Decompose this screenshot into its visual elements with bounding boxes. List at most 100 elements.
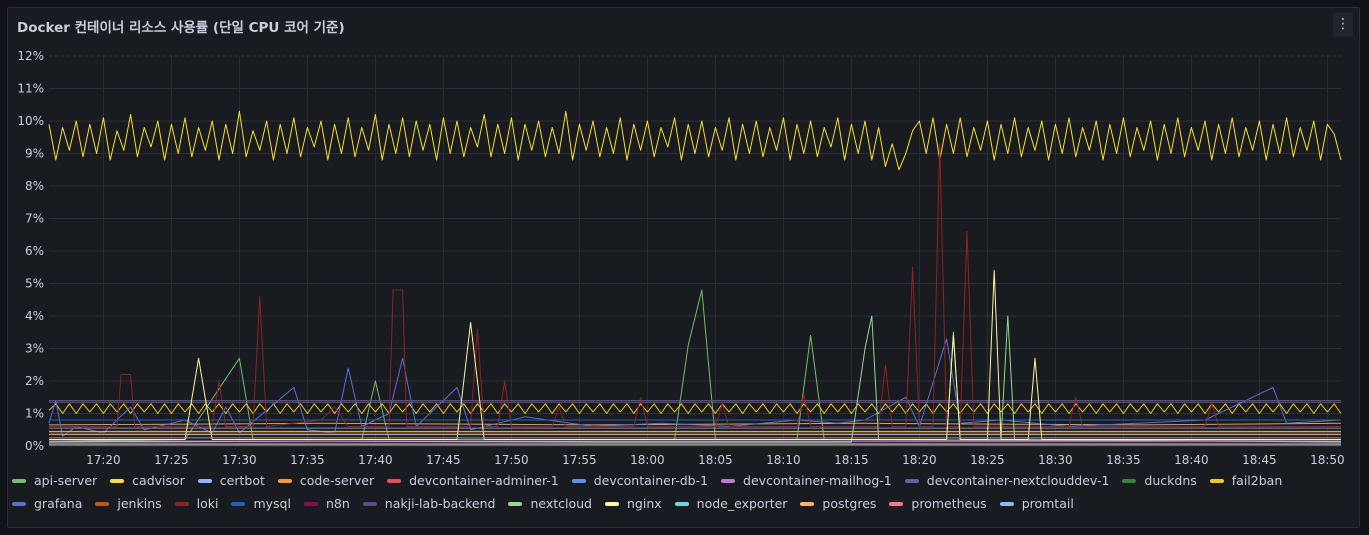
chart-legend: api-server cadvisor certbot code-server devc… [12,469,1342,515]
panel-title: Docker 컨테이너 리소스 사용률 (단일 CPU 코어 기준) [17,20,345,36]
legend-label: code-server [299,473,375,488]
x-tick-label: 18:40 [1174,453,1209,467]
legend-label: node_exporter [696,496,788,511]
series-line-fail2ban [48,403,1342,414]
x-tick-label: 17:25 [154,453,189,467]
legend-swatch [1209,478,1224,483]
legend-swatch [12,501,26,506]
legend-label: jenkins [117,496,162,511]
x-tick-label: 18:00 [630,453,665,467]
y-tick-label: 11% [17,82,44,96]
x-tick-label: 17:45 [426,453,461,467]
legend-label: postgres [822,496,877,511]
legend-item-prometheus[interactable]: prometheus [889,492,987,515]
y-tick-label: 2% [25,374,44,388]
legend-item-cadvisor[interactable]: cadvisor [110,469,185,492]
legend-label: promtail [1021,496,1074,511]
legend-label: grafana [34,496,83,511]
legend-swatch [889,501,904,506]
series-line-nginx [49,270,1341,440]
legend-label: n8n [325,496,350,511]
legend-label: cadvisor [132,473,185,488]
x-tick-label: 17:50 [494,453,529,467]
legend-item-devcontainer-adminer-1[interactable]: devcontainer-adminer-1 [387,469,559,492]
legend-swatch [508,501,523,506]
x-tick-label: 18:50 [1310,453,1345,467]
legend-swatch [674,501,689,506]
series-line-api-server [48,289,1342,442]
legend-swatch [362,501,377,506]
legend-swatch [174,501,189,506]
legend-item-certbot[interactable]: certbot [197,469,265,492]
legend-item-nextcloud[interactable]: nextcloud [508,492,592,515]
legend-swatch [605,501,619,506]
panel-menu-button[interactable]: ⋮ [1333,13,1353,37]
y-tick-label: 6% [25,244,44,258]
legend-swatch [571,478,586,483]
legend-label: loki [196,496,219,511]
legend-swatch [904,478,919,483]
legend-swatch [387,478,402,483]
legend-item-promtail[interactable]: promtail [999,492,1074,515]
y-tick-label: 9% [25,147,44,161]
legend-swatch [197,478,212,483]
y-tick-label: 4% [25,309,44,323]
legend-item-mysql[interactable]: mysql [231,492,291,515]
y-tick-label: 0% [25,439,44,453]
legend-label: duckdns [1144,473,1197,488]
legend-item-code-server[interactable]: code-server [277,469,375,492]
legend-item-fail2ban[interactable]: fail2ban [1209,469,1282,492]
x-tick-label: 18:35 [1106,453,1141,467]
legend-item-devcontainer-db-1[interactable]: devcontainer-db-1 [571,469,708,492]
series-line-code-server [48,422,1342,426]
legend-label: devcontainer-adminer-1 [409,473,559,488]
legend-label: api-server [34,473,98,488]
legend-swatch [999,501,1014,506]
series-line-loki [49,143,1341,427]
legend-item-loki[interactable]: loki [174,492,219,515]
x-tick-label: 18:45 [1242,453,1277,467]
x-tick-label: 17:55 [562,453,597,467]
legend-item-n8n[interactable]: n8n [303,492,350,515]
legend-label: prometheus [911,496,987,511]
x-tick-label: 17:30 [222,453,257,467]
y-tick-label: 12% [17,49,44,63]
x-tick-label: 18:30 [1038,453,1073,467]
legend-label: devcontainer-nextclouddev-1 [926,473,1110,488]
x-tick-label: 17:35 [290,453,325,467]
x-tick-label: 17:20 [86,453,121,467]
x-tick-label: 18:20 [902,453,937,467]
y-tick-label: 1% [25,407,44,421]
y-tick-label: 8% [25,179,44,193]
legend-item-duckdns[interactable]: duckdns [1122,469,1197,492]
legend-label: devcontainer-mailhog-1 [743,473,892,488]
legend-swatch [721,478,736,483]
legend-item-jenkins[interactable]: jenkins [95,492,162,515]
legend-item-nginx[interactable]: nginx [605,492,662,515]
legend-swatch [110,478,125,483]
legend-label: nextcloud [530,496,592,511]
legend-item-grafana[interactable]: grafana [12,492,82,515]
x-tick-label: 18:10 [766,453,801,467]
legend-item-devcontainer-nextclouddev-1[interactable]: devcontainer-nextclouddev-1 [904,469,1110,492]
y-tick-label: 10% [17,114,44,128]
legend-swatch [95,501,110,506]
x-tick-label: 17:40 [358,453,393,467]
legend-item-nakji-lab-backend[interactable]: nakji-lab-backend [362,492,496,515]
legend-label: nakji-lab-backend [384,496,496,511]
kebab-menu-icon: ⋮ [1336,16,1350,32]
legend-item-api-server[interactable]: api-server [12,469,97,492]
y-tick-label: 5% [25,277,44,291]
x-tick-label: 18:05 [698,453,733,467]
x-tick-label: 18:25 [970,453,1005,467]
legend-swatch [277,478,292,483]
legend-swatch [800,501,815,506]
legend-swatch [231,501,246,506]
cpu-usage-line-chart: 0% 1% 2% 3% 4% 5% 6% 7% 8% 9% 10% 11% 12% 17:20 17:25 1… [17,49,1345,467]
legend-swatch [303,501,318,506]
legend-item-devcontainer-mailhog-1[interactable]: devcontainer-mailhog-1 [721,469,892,492]
legend-item-node_exporter[interactable]: node_exporter [674,492,788,515]
series-line-grafana [48,338,1342,437]
legend-item-postgres[interactable]: postgres [800,492,876,515]
y-tick-label: 7% [25,212,44,226]
